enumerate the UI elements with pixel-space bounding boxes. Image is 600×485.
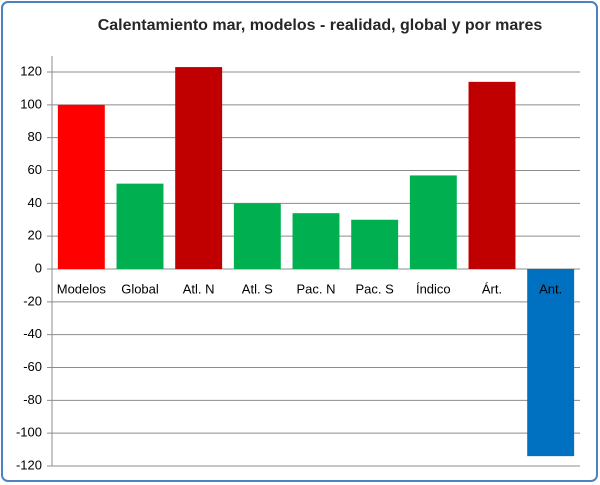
x-tick-label: Atl. S	[242, 281, 273, 296]
y-tick-label: 100	[20, 96, 42, 111]
x-tick-label: Árt.	[482, 281, 502, 296]
bar	[175, 67, 223, 269]
bar	[527, 269, 575, 457]
y-tick-label: -40	[23, 326, 42, 341]
y-tick-label: -100	[16, 425, 42, 440]
bar	[116, 183, 164, 269]
bar	[468, 81, 516, 269]
x-tick-label: Pac. N	[296, 281, 335, 296]
bar	[57, 104, 105, 269]
y-tick-label: 40	[28, 195, 42, 210]
y-tick-label: -20	[23, 293, 42, 308]
y-tick-label: 120	[20, 63, 42, 78]
bar	[233, 203, 281, 269]
x-tick-label: Modelos	[57, 281, 107, 296]
y-tick-label: 20	[28, 228, 42, 243]
bar	[292, 213, 340, 269]
chart-title: Calentamiento mar, modelos - realidad, g…	[98, 17, 543, 34]
y-tick-label: -80	[23, 392, 42, 407]
y-tick-label: 60	[28, 162, 42, 177]
y-tick-label: 80	[28, 129, 42, 144]
x-tick-label: Índico	[416, 281, 451, 296]
y-tick-label: 0	[35, 260, 42, 275]
x-tick-label: Global	[121, 281, 159, 296]
x-tick-label: Ant.	[539, 281, 562, 296]
y-tick-label: -120	[16, 457, 42, 472]
bar	[351, 219, 399, 269]
x-tick-label: Atl. N	[183, 281, 215, 296]
y-tick-label: -60	[23, 359, 42, 374]
bar	[409, 175, 457, 269]
x-tick-label: Pac. S	[356, 281, 395, 296]
